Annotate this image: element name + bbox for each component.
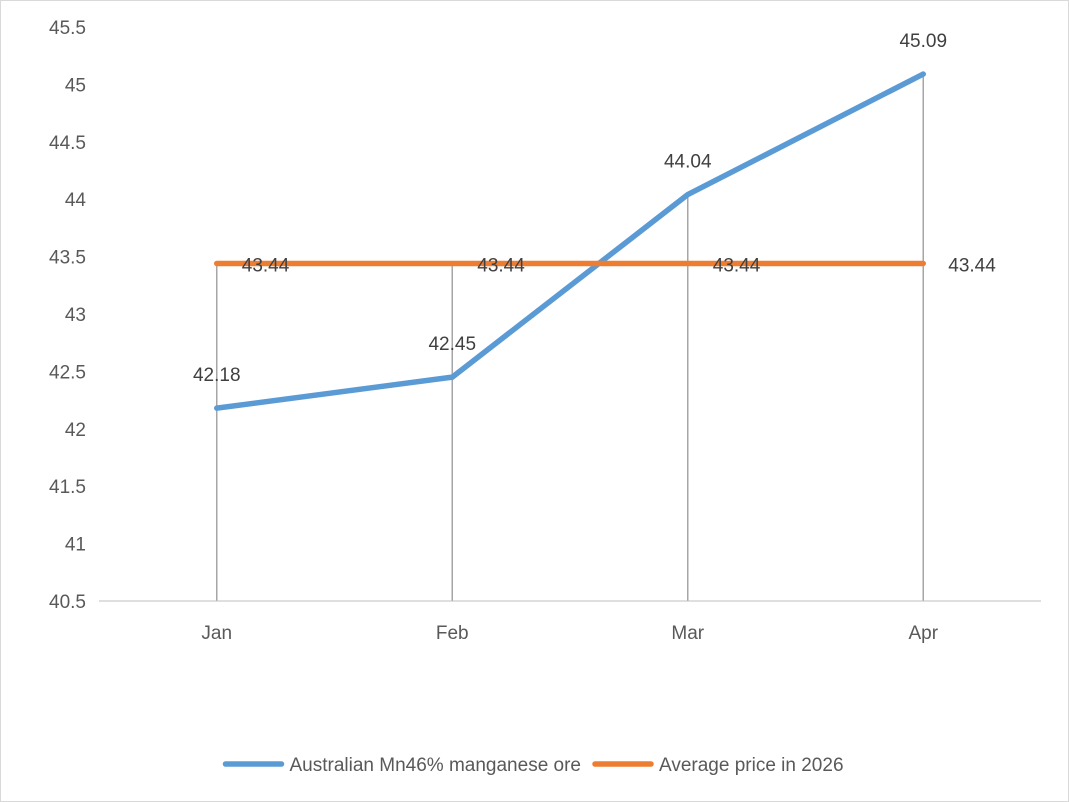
y-axis-ticks: 40.5 41 41.5 42 42.5 43 43.5 44 44.5 45 45.5 <box>49 18 86 613</box>
y-tick-label: 42 <box>65 420 86 441</box>
data-label: 45.09 <box>899 31 947 52</box>
y-tick-label: 43.5 <box>49 248 86 269</box>
data-label: 43.44 <box>948 255 996 276</box>
y-tick-label: 40.5 <box>49 592 86 613</box>
data-label: 42.45 <box>428 334 476 355</box>
data-label: 44.04 <box>664 152 712 173</box>
data-label: 43.44 <box>713 255 761 276</box>
legend-label: Australian Mn46% manganese ore <box>289 755 581 776</box>
y-tick-label: 44 <box>65 190 87 211</box>
y-tick-label: 45 <box>65 75 86 96</box>
data-label: 43.44 <box>242 255 290 276</box>
x-tick-label: Jan <box>201 623 232 644</box>
data-label: 42.18 <box>193 365 241 386</box>
y-tick-label: 44.5 <box>49 133 86 154</box>
y-tick-label: 45.5 <box>49 18 86 39</box>
x-axis-ticks: Jan Feb Mar Apr <box>201 623 938 644</box>
x-tick-label: Mar <box>671 623 704 644</box>
y-tick-label: 41 <box>65 535 86 556</box>
y-tick-label: 42.5 <box>49 362 86 383</box>
series-line-1 <box>214 71 926 411</box>
drop-lines <box>216 74 924 601</box>
legend: Australian Mn46% manganese ore Average pr… <box>222 755 844 776</box>
legend-label: Average price in 2026 <box>659 755 844 776</box>
data-label: 43.44 <box>477 255 525 276</box>
x-tick-label: Feb <box>436 623 469 644</box>
y-tick-label: 43 <box>65 305 86 326</box>
legend-item-1: Australian Mn46% manganese ore <box>222 755 581 776</box>
y-tick-label: 41.5 <box>49 477 86 498</box>
series-lines <box>214 71 926 411</box>
x-tick-label: Apr <box>908 623 938 644</box>
legend-item-2: Average price in 2026 <box>592 755 844 776</box>
data-labels: 42.18 42.45 44.04 45.09 43.44 43.44 43.44 43.44 <box>193 31 996 386</box>
